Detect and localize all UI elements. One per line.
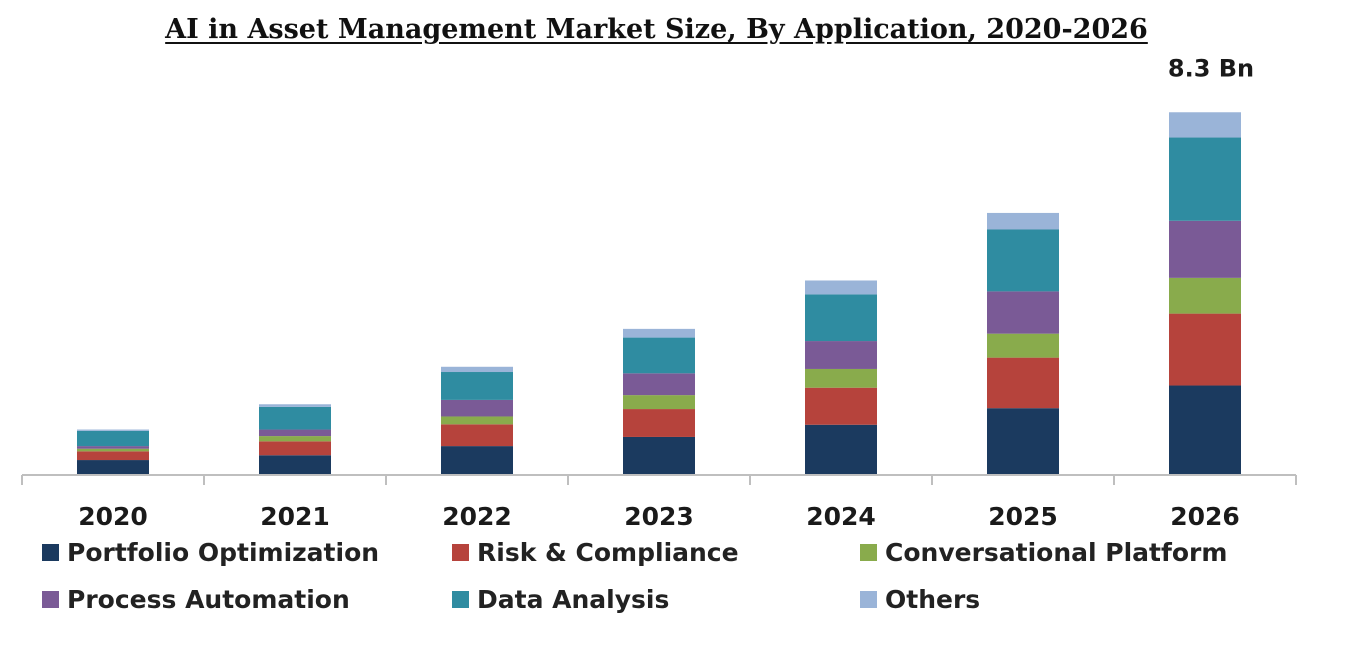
bar-conversational-platform-2025 xyxy=(987,333,1059,358)
legend-swatch-risk-and-compliance xyxy=(452,544,469,561)
total-annotation: 8.3 Bn xyxy=(1168,54,1254,82)
bar-others-2024 xyxy=(805,280,877,295)
x-tick-group: 2020 2021 2022 2023 2024 2025 2026 xyxy=(21,475,1297,531)
bar-data-analysis-2023 xyxy=(623,337,695,374)
bar-process-automation-2024 xyxy=(805,341,877,369)
bar-portfolio-optimization-2023 xyxy=(623,436,695,474)
x-tick-label: 2025 xyxy=(988,502,1058,531)
legend-label-others: Others xyxy=(885,585,980,614)
bar-risk-and-compliance-2020 xyxy=(77,451,149,461)
annotation-group: 8.3 Bn xyxy=(1168,54,1254,82)
x-tick-label: 2023 xyxy=(624,502,694,531)
x-tick-label: 2021 xyxy=(260,502,330,531)
bar-process-automation-2025 xyxy=(987,291,1059,334)
legend-label-conversational-platform: Conversational Platform xyxy=(885,538,1227,567)
bar-portfolio-optimization-2021 xyxy=(259,455,331,474)
legend-swatch-data-analysis xyxy=(452,591,469,608)
legend-label-data-analysis: Data Analysis xyxy=(477,585,669,614)
bar-others-2023 xyxy=(623,328,695,338)
bar-process-automation-2023 xyxy=(623,373,695,396)
bar-portfolio-optimization-2025 xyxy=(987,408,1059,474)
bar-process-automation-2020 xyxy=(77,446,149,449)
bar-conversational-platform-2021 xyxy=(259,436,331,442)
bar-process-automation-2026 xyxy=(1169,220,1241,278)
bars-group xyxy=(77,112,1241,474)
bar-conversational-platform-2022 xyxy=(441,416,513,425)
bar-data-analysis-2025 xyxy=(987,229,1059,292)
chart-title: AI in Asset Management Market Size, By A… xyxy=(165,14,1148,45)
bar-others-2022 xyxy=(441,366,513,373)
bar-others-2025 xyxy=(987,212,1059,230)
bar-portfolio-optimization-2026 xyxy=(1169,385,1241,474)
bar-conversational-platform-2020 xyxy=(77,448,149,452)
bar-conversational-platform-2024 xyxy=(805,368,877,388)
bar-data-analysis-2020 xyxy=(77,430,149,447)
legend-swatch-conversational-platform xyxy=(860,544,877,561)
legend-label-portfolio-optimization: Portfolio Optimization xyxy=(67,538,379,567)
legend-swatch-process-automation xyxy=(42,591,59,608)
legend-label-process-automation: Process Automation xyxy=(67,585,350,614)
bar-portfolio-optimization-2022 xyxy=(441,446,513,474)
x-tick-label: 2024 xyxy=(806,502,876,531)
bar-others-2026 xyxy=(1169,112,1241,138)
bar-portfolio-optimization-2020 xyxy=(77,460,149,474)
bar-conversational-platform-2026 xyxy=(1169,277,1241,314)
bar-risk-and-compliance-2026 xyxy=(1169,313,1241,386)
bar-process-automation-2022 xyxy=(441,399,513,417)
bar-risk-and-compliance-2025 xyxy=(987,357,1059,409)
bar-data-analysis-2024 xyxy=(805,294,877,342)
bar-conversational-platform-2023 xyxy=(623,395,695,410)
legend-swatch-others xyxy=(860,591,877,608)
bar-risk-and-compliance-2023 xyxy=(623,409,695,437)
x-tick-label: 2020 xyxy=(78,502,148,531)
bar-portfolio-optimization-2024 xyxy=(805,424,877,474)
x-tick-label: 2026 xyxy=(1170,502,1240,531)
bar-risk-and-compliance-2022 xyxy=(441,424,513,447)
x-tick-label: 2022 xyxy=(442,502,512,531)
bar-data-analysis-2022 xyxy=(441,372,513,400)
bar-others-2021 xyxy=(259,404,331,407)
bar-risk-and-compliance-2024 xyxy=(805,387,877,425)
legend: Portfolio Optimization Risk & Compliance C… xyxy=(42,538,1227,614)
bar-process-automation-2021 xyxy=(259,429,331,437)
legend-label-risk-and-compliance: Risk & Compliance xyxy=(477,538,739,567)
bar-data-analysis-2021 xyxy=(259,406,331,430)
bar-data-analysis-2026 xyxy=(1169,137,1241,221)
bar-risk-and-compliance-2021 xyxy=(259,441,331,456)
bar-others-2020 xyxy=(77,429,149,431)
legend-swatch-portfolio-optimization xyxy=(42,544,59,561)
